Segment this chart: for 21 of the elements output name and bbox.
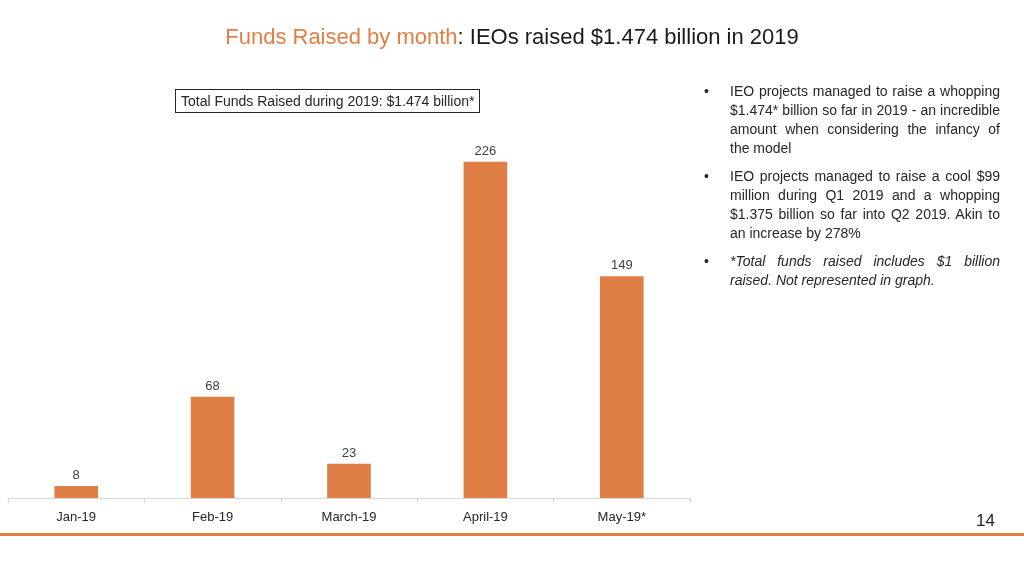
text: Total Funds Raised during 2019: $1.474 billion*: [181, 93, 475, 109]
x-tick-label: April-19: [463, 509, 508, 524]
bar: [327, 463, 371, 498]
bar: [54, 486, 99, 498]
bar: [190, 396, 235, 498]
x-tick-label: Feb-19: [192, 509, 234, 524]
bar: [599, 276, 644, 498]
text: • IEO projects managed to raise a cool $99 million during Q1 2019 and a whopping $1.375 billion so far into Q2 2019. Akin to an increase by 278%: [704, 168, 1000, 241]
x-tick-label: Jan-19: [56, 509, 97, 524]
x-tick-label: May-19*: [597, 509, 647, 524]
data-label: 23: [341, 444, 357, 460]
text: 14: [976, 511, 995, 530]
data-label: 149: [610, 257, 633, 273]
text: • *Total funds raised includes $1 billion raised. Not represented in graph.: [704, 253, 1000, 288]
bar: [463, 161, 508, 498]
data-label: 68: [205, 377, 220, 393]
text: • IEO projects managed to raise a whopping $1.474* billion so far in 2019 - an incredible amount when considering the infancy of the model: [704, 83, 1000, 156]
chart-title: Funds Raised by month: IEOs raised $1.474 billion in 2019: [225, 23, 799, 49]
data-label: 226: [474, 142, 497, 158]
x-tick-label: March-19: [321, 509, 377, 524]
data-label: 8: [72, 467, 80, 483]
